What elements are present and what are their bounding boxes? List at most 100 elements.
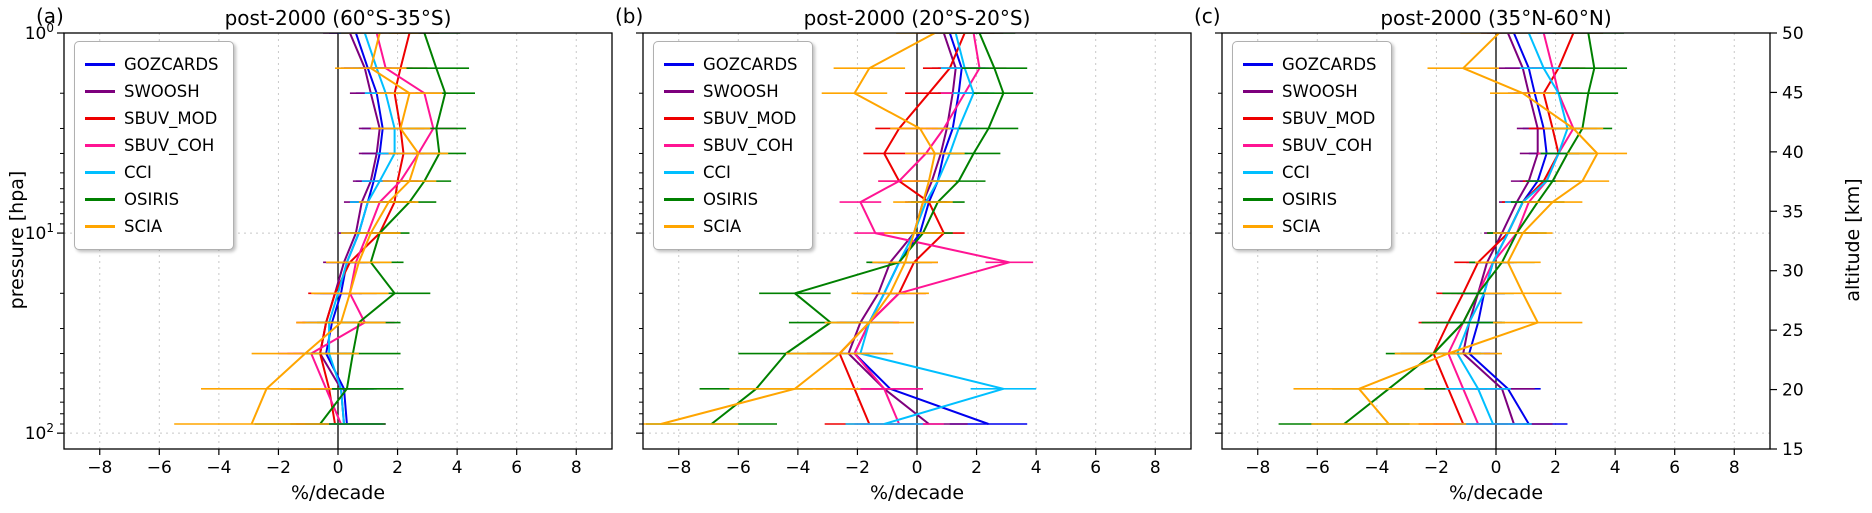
series-group [1278, 33, 1628, 425]
x-tick-label: −2 [1424, 458, 1449, 478]
y-tick-label: 100 [25, 21, 54, 44]
legend-item-OSIRIS: OSIRIS [85, 186, 219, 213]
panel-letter-c: (c) [1194, 4, 1221, 28]
altitude-tick-label: 15 [1782, 440, 1804, 460]
x-tick-label: 8 [1150, 458, 1161, 478]
x-tick-label: 0 [912, 458, 923, 478]
y-axis-label: pressure [hpa] [6, 170, 28, 310]
legend-label: SBUV_MOD [124, 109, 218, 128]
series-line-SBUV_COH [853, 33, 1011, 425]
legend-label: GOZCARDS [703, 55, 798, 74]
legend-label: SBUV_COH [1282, 136, 1373, 155]
legend-label: GOZCARDS [1282, 55, 1377, 74]
x-tick-label: −6 [726, 458, 751, 478]
legend-line-sample [1243, 225, 1273, 228]
legend-item-GOZCARDS: GOZCARDS [1243, 51, 1377, 78]
x-tick-label: −2 [266, 458, 291, 478]
legend-label: CCI [124, 163, 152, 182]
series-line-SCIA [1358, 33, 1599, 425]
legend-line-sample [664, 198, 694, 201]
x-tick-label: −8 [1245, 458, 1270, 478]
legend-item-CCI: CCI [85, 159, 219, 186]
x-tick-label: 2 [1550, 458, 1561, 478]
legend-item-SBUV_MOD: SBUV_MOD [664, 105, 798, 132]
legend-label: SWOOSH [703, 82, 779, 101]
legend-panel-c: GOZCARDS SWOOSH SBUV_MOD SBUV_COH CCI OSIRIS S… [1232, 41, 1392, 250]
legend-item-SBUV_MOD: SBUV_MOD [1243, 105, 1377, 132]
x-tick-label: 6 [511, 458, 522, 478]
legend-label: OSIRIS [703, 190, 759, 209]
legend-label: OSIRIS [1282, 190, 1338, 209]
legend-item-CCI: CCI [664, 159, 798, 186]
x-axis-label-a: %/decade [290, 482, 386, 504]
x-tick-label: 4 [452, 458, 463, 478]
legend-label: OSIRIS [124, 190, 180, 209]
legend-label: CCI [1282, 163, 1310, 182]
x-tick-label: −8 [666, 458, 691, 478]
series-group [643, 33, 1037, 425]
altitude-tick-label: 30 [1782, 262, 1804, 282]
x-tick-label: −8 [87, 458, 112, 478]
legend-label: SBUV_COH [124, 136, 215, 155]
legend-line-sample [664, 117, 694, 120]
legend-item-CCI: CCI [1243, 159, 1377, 186]
series-line-SCIA [250, 33, 420, 425]
series-group [174, 33, 475, 425]
x-tick-label: 2 [392, 458, 403, 478]
legend-label: CCI [703, 163, 731, 182]
altitude-tick-label: 35 [1782, 202, 1804, 222]
legend-panel-a: GOZCARDS SWOOSH SBUV_MOD SBUV_COH CCI OSIRIS S… [74, 41, 234, 250]
series-line-CCI [1456, 33, 1569, 425]
legend-line-sample [85, 198, 115, 201]
series-line-OSIRIS [319, 33, 447, 425]
x-tick-label: 0 [333, 458, 344, 478]
legend-label: SCIA [124, 217, 163, 236]
altitude-tick-label: 50 [1782, 24, 1804, 44]
x-tick-label: 6 [1669, 458, 1680, 478]
x-tick-label: −6 [1305, 458, 1330, 478]
legend-line-sample [1243, 90, 1273, 93]
y-tick-label: 102 [25, 421, 54, 444]
legend-line-sample [664, 225, 694, 228]
x-axis-label-c: %/decade [1448, 482, 1544, 504]
y-tick-label: 101 [25, 221, 54, 244]
x-tick-label: −4 [206, 458, 231, 478]
legend-line-sample [85, 90, 115, 93]
x-tick-label: 8 [571, 458, 582, 478]
legend-label: SCIA [703, 217, 742, 236]
legend-line-sample [664, 90, 694, 93]
series-line-SBUV_MOD [838, 33, 966, 425]
series-line-GOZCARDS [853, 33, 989, 425]
altitude-tick-label: 45 [1782, 83, 1804, 103]
x-tick-label: 4 [1610, 458, 1621, 478]
panel-title-c: post-2000 (35°N-60°N) [1380, 6, 1612, 30]
x-tick-label: 8 [1729, 458, 1740, 478]
legend-item-OSIRIS: OSIRIS [664, 186, 798, 213]
legend-item-SBUV_COH: SBUV_COH [664, 132, 798, 159]
legend-item-SWOOSH: SWOOSH [1243, 78, 1377, 105]
legend-label: SBUV_COH [703, 136, 794, 155]
legend-line-sample [85, 171, 115, 174]
series-line-GOZCARDS [1468, 33, 1548, 425]
panel-letter-b: (b) [615, 4, 644, 28]
legend-item-SCIA: SCIA [664, 213, 798, 240]
legend-label: SWOOSH [1282, 82, 1358, 101]
legend-label: SCIA [1282, 217, 1321, 236]
series-line-CCI [328, 33, 396, 425]
legend-item-SWOOSH: SWOOSH [85, 78, 219, 105]
altitude-axis-label: altitude [km] [1842, 178, 1864, 302]
legend-line-sample [1243, 171, 1273, 174]
legend-line-sample [664, 144, 694, 147]
legend-line-sample [1243, 117, 1273, 120]
legend-item-GOZCARDS: GOZCARDS [664, 51, 798, 78]
legend-item-SCIA: SCIA [85, 213, 219, 240]
legend-line-sample [1243, 144, 1273, 147]
series-line-OSIRIS [1343, 33, 1596, 425]
legend-line-sample [85, 144, 115, 147]
x-tick-label: −6 [147, 458, 172, 478]
legend-label: GOZCARDS [124, 55, 219, 74]
altitude-tick-label: 20 [1782, 381, 1804, 401]
legend-item-SWOOSH: SWOOSH [664, 78, 798, 105]
